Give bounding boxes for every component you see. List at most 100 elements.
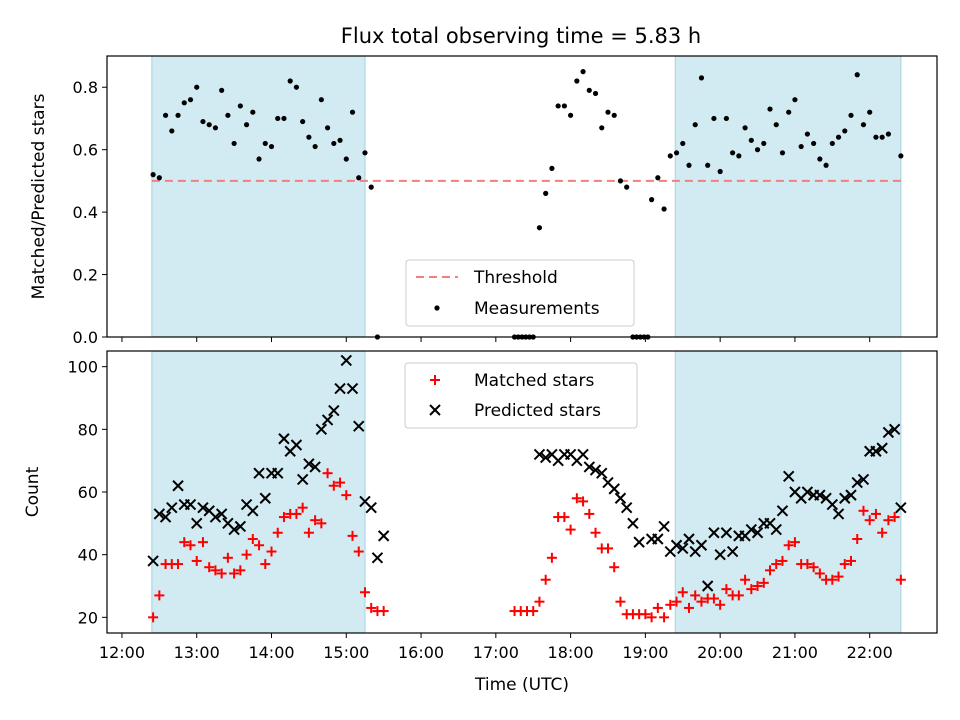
top-shaded-regions [151, 56, 902, 337]
measurement-point [574, 78, 580, 84]
y-tick-label: 20 [78, 608, 98, 627]
predicted-point [776, 505, 789, 517]
matched-point [671, 596, 682, 607]
measurement-point [661, 206, 667, 212]
measurement-point [599, 125, 605, 131]
matched-point [540, 574, 551, 585]
measurement-point [287, 78, 293, 84]
matched-point [204, 562, 215, 573]
matched-point [609, 562, 620, 573]
measurement-point [592, 90, 599, 97]
matched-point [708, 593, 719, 604]
measurement-point [786, 109, 792, 115]
predicted-point [215, 508, 228, 520]
measurement-point [624, 184, 630, 190]
matched-point [328, 480, 339, 491]
x-stroke [677, 542, 689, 555]
measurement-point [680, 140, 686, 147]
measurement-point [306, 134, 312, 140]
threshold-legend-label: Threshold [473, 268, 558, 288]
x-stroke [589, 464, 602, 476]
bottom-legend-box [404, 362, 638, 429]
matched-point [254, 540, 265, 551]
predicted-point [708, 527, 720, 539]
predicted-point [857, 473, 870, 486]
x-stroke [334, 382, 346, 395]
x-stroke [895, 501, 907, 514]
x-stroke [353, 420, 365, 432]
predicted-point [683, 533, 695, 545]
predicted-point [701, 580, 714, 592]
matched-point [615, 596, 626, 607]
predicted-point [720, 527, 733, 539]
measurement-point [667, 153, 673, 159]
predicted-point [751, 527, 764, 539]
measurement-point [187, 97, 194, 103]
top-y-axis-label: Matched/Predicted stars [29, 93, 49, 299]
predicted-point [191, 517, 203, 530]
x-tick-label: 17:00 [473, 643, 519, 662]
measurement-point [549, 165, 555, 171]
matched-point [179, 537, 190, 548]
shaded-interval [151, 351, 365, 633]
x-stroke [882, 426, 895, 439]
predicted-point [253, 467, 265, 479]
predicted-point [328, 404, 340, 417]
top-y-ticks: 0.0 0.2 0.4 0.6 0.8 [73, 78, 107, 347]
predicted-point [321, 414, 334, 426]
matched-point [297, 502, 308, 513]
measurement-point [580, 69, 586, 75]
measurement-point [611, 112, 617, 118]
x-stroke [789, 486, 801, 498]
x-stroke [826, 498, 839, 511]
measurement-point [293, 84, 300, 90]
predicted-point [888, 423, 901, 436]
matched-point [197, 537, 208, 548]
measurement-point [281, 115, 287, 122]
measurement-point [829, 140, 835, 147]
x-stroke [296, 473, 309, 486]
predicted-point [870, 445, 882, 457]
predicted-point [296, 473, 309, 486]
measurement-point [268, 143, 275, 150]
top-plot-frame [106, 55, 938, 338]
predicted-point [209, 511, 222, 523]
matched-point [546, 552, 557, 563]
measurement-point [568, 112, 574, 118]
predicted-point [228, 523, 240, 536]
measurement-point [867, 109, 873, 115]
measurement-point [736, 153, 742, 159]
measurement-point [885, 131, 891, 137]
measurement-point [792, 97, 798, 103]
matched-point [229, 568, 240, 579]
predicted-point [745, 523, 758, 536]
measurement-point [761, 140, 767, 147]
predicted-point [770, 523, 782, 536]
matched-point [758, 577, 769, 588]
x-tick-label: 16:00 [398, 643, 444, 662]
x-stroke [857, 473, 870, 486]
matched-point [783, 540, 794, 551]
measurement-legend-swatch [434, 305, 440, 311]
measurement-point [262, 140, 268, 147]
bottom-y-ticks: 20 40 60 80 100 [67, 358, 107, 627]
predicted-point [895, 501, 907, 514]
measurement-legend-label: Measurements [474, 299, 600, 319]
x-stroke [770, 523, 782, 536]
measurement-point [162, 112, 169, 118]
x-stroke [365, 501, 377, 514]
matched-point [247, 534, 258, 544]
predicted-point [166, 501, 178, 514]
predicted-point [272, 467, 284, 479]
measurement-point [256, 156, 262, 162]
bottom-legend: Matched stars Predicted stars [404, 362, 638, 429]
measurement-point [300, 118, 306, 125]
measurement-point [536, 225, 543, 231]
matched-point [278, 512, 289, 523]
x-stroke [222, 517, 234, 530]
top-legend-box [405, 259, 635, 327]
x-stroke [290, 439, 303, 451]
top-legend: Threshold Measurements [405, 259, 635, 327]
measurement-point [823, 162, 829, 168]
matched-point [777, 555, 788, 566]
